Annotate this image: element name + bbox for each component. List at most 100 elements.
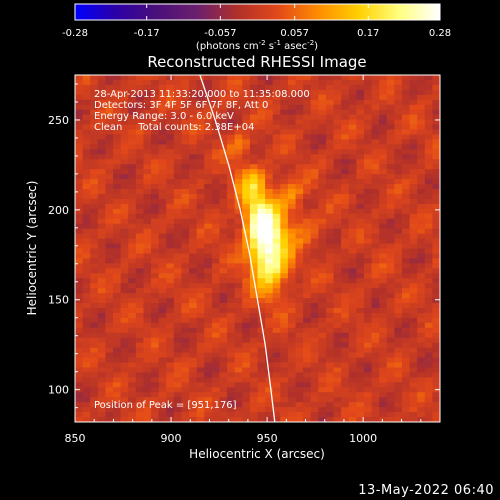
heatmap-cell — [97, 179, 107, 185]
heatmap-cell — [204, 139, 213, 145]
heatmap-cell — [196, 407, 205, 413]
heatmap-cell — [333, 159, 342, 165]
heatmap-cell — [82, 218, 91, 225]
heatmap-cell — [409, 114, 418, 121]
heatmap-cell — [303, 253, 312, 260]
heatmap-cell — [257, 129, 266, 136]
heatmap-cell — [181, 312, 190, 319]
heatmap-cell — [272, 75, 281, 81]
heatmap-cell — [211, 332, 221, 339]
heatmap-cell — [234, 184, 243, 190]
heatmap-cell — [356, 114, 365, 121]
heatmap-cell — [379, 352, 388, 359]
heatmap-cell — [173, 312, 183, 319]
heatmap-cell — [120, 223, 129, 230]
heatmap-cell — [189, 253, 198, 260]
heatmap-cell — [303, 109, 312, 116]
heatmap-cell — [280, 372, 289, 378]
heatmap-cell — [128, 367, 137, 374]
heatmap-cell — [181, 149, 190, 155]
heatmap-cell — [204, 298, 213, 304]
heatmap-cell — [371, 258, 380, 264]
heatmap-cell — [242, 327, 251, 334]
heatmap-cell — [257, 372, 266, 378]
heatmap-cell — [371, 174, 380, 180]
heatmap-cell — [424, 263, 433, 269]
heatmap-cell — [151, 357, 160, 364]
heatmap-cell — [242, 288, 251, 294]
heatmap-cell — [128, 99, 137, 106]
heatmap-cell — [341, 347, 350, 354]
heatmap-cell — [287, 198, 297, 205]
heatmap-cell — [272, 174, 281, 180]
heatmap-cell — [105, 298, 114, 304]
heatmap-cell — [356, 337, 365, 344]
heatmap-cell — [417, 144, 426, 150]
heatmap-cell — [113, 109, 122, 116]
heatmap-cell — [166, 303, 175, 309]
heatmap-cell — [82, 337, 91, 344]
heatmap-cell — [295, 288, 304, 294]
heatmap-cell — [363, 278, 373, 284]
heatmap-cell — [90, 238, 99, 245]
heatmap-cell — [394, 402, 403, 408]
heatmap-cell — [257, 124, 266, 131]
heatmap-cell — [424, 407, 433, 413]
heatmap-cell — [265, 94, 274, 101]
heatmap-cell — [128, 184, 137, 190]
heatmap-cell — [379, 198, 388, 205]
heatmap-cell — [219, 129, 228, 136]
heatmap-cell — [181, 283, 190, 289]
heatmap-cell — [219, 75, 228, 81]
heatmap-cell — [417, 303, 426, 309]
heatmap-cell — [318, 139, 327, 145]
heatmap-cell — [113, 129, 122, 136]
heatmap-cell — [75, 382, 84, 388]
heatmap-cell — [242, 303, 251, 309]
heatmap-cell — [265, 114, 274, 121]
heatmap-cell — [401, 407, 411, 413]
heatmap-cell — [143, 129, 152, 136]
heatmap-cell — [158, 317, 167, 324]
heatmap-cell — [181, 129, 190, 136]
heatmap-cell — [401, 75, 411, 81]
heatmap-cell — [166, 367, 175, 374]
heatmap-cell — [234, 298, 243, 304]
heatmap-cell — [348, 223, 357, 230]
heatmap-cell — [417, 288, 426, 294]
heatmap-cell — [105, 412, 114, 418]
heatmap-cell — [189, 99, 198, 106]
heatmap-cell — [310, 198, 319, 205]
heatmap-cell — [128, 174, 137, 180]
heatmap-cell — [181, 337, 190, 344]
heatmap-cell — [204, 228, 213, 235]
heatmap-cell — [234, 218, 243, 225]
heatmap-cell — [234, 382, 243, 388]
heatmap-cell — [401, 268, 411, 274]
heatmap-cell — [90, 193, 99, 200]
heatmap-cell — [417, 228, 426, 235]
heatmap-cell — [325, 218, 335, 225]
heatmap-cell — [75, 174, 84, 180]
heatmap-cell — [265, 89, 274, 96]
heatmap-cell — [417, 243, 426, 250]
heatmap-cell — [356, 144, 365, 150]
heatmap-cell — [272, 223, 281, 230]
heatmap-cell — [265, 139, 274, 145]
heatmap-cell — [75, 228, 84, 235]
heatmap-cell — [280, 144, 289, 150]
heatmap-cell — [417, 382, 426, 388]
heatmap-cell — [158, 99, 167, 106]
heatmap-cell — [432, 159, 440, 165]
heatmap-cell — [105, 189, 114, 195]
heatmap-cell — [249, 397, 259, 403]
heatmap-cell — [135, 174, 145, 180]
heatmap-cell — [424, 134, 433, 141]
heatmap-cell — [432, 357, 440, 364]
heatmap-cell — [432, 312, 440, 319]
heatmap-cell — [379, 139, 388, 145]
heatmap-cell — [424, 114, 433, 121]
heatmap-cell — [204, 124, 213, 131]
heatmap-cell — [113, 124, 122, 131]
